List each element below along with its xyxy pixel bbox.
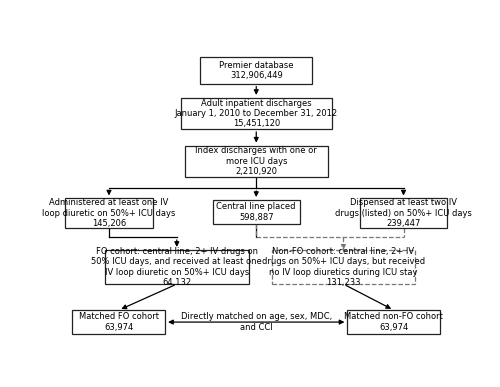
Text: Premier database
312,906,449: Premier database 312,906,449 xyxy=(219,61,294,80)
Text: Non-FO cohort: central line, 2+ IV
drugs on 50%+ ICU days, but received
no IV lo: Non-FO cohort: central line, 2+ IV drugs… xyxy=(262,247,425,287)
Bar xyxy=(184,146,328,177)
Bar xyxy=(72,310,165,334)
Text: Matched non-FO cohort
63,974: Matched non-FO cohort 63,974 xyxy=(344,312,444,332)
Bar xyxy=(212,200,300,224)
Text: Index discharges with one or
more ICU days
2,210,920: Index discharges with one or more ICU da… xyxy=(196,146,317,176)
Text: Directly matched on age, sex, MDC,
and CCI: Directly matched on age, sex, MDC, and C… xyxy=(180,312,332,332)
Bar xyxy=(348,310,440,334)
Bar xyxy=(360,199,447,228)
Bar xyxy=(272,250,415,284)
Text: Administered at least one IV
loop diuretic on 50%+ ICU days
145,206: Administered at least one IV loop diuret… xyxy=(42,199,175,228)
Bar xyxy=(200,57,312,84)
Text: Central line placed
598,887: Central line placed 598,887 xyxy=(216,202,296,221)
Bar xyxy=(105,250,249,284)
Bar xyxy=(180,98,332,129)
Text: FO cohort: central line, 2+ IV drugs on
50% ICU days, and received at least one
: FO cohort: central line, 2+ IV drugs on … xyxy=(92,247,262,287)
Text: Adult inpatient discharges
January 1, 2010 to December 31, 2012
15,451,120: Adult inpatient discharges January 1, 20… xyxy=(174,99,338,128)
Bar xyxy=(66,199,152,228)
Text: Dispensed at least two IV
drugs (listed) on 50%+ ICU days
239,447: Dispensed at least two IV drugs (listed)… xyxy=(335,199,472,228)
Text: Matched FO cohort
63,974: Matched FO cohort 63,974 xyxy=(78,312,158,332)
